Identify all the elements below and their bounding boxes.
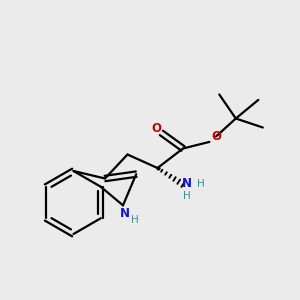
Text: H: H xyxy=(183,191,190,201)
Text: O: O xyxy=(211,130,221,143)
Text: N: N xyxy=(182,177,192,190)
Text: N: N xyxy=(119,207,130,220)
Text: H: H xyxy=(197,179,205,189)
Text: O: O xyxy=(151,122,161,135)
Text: H: H xyxy=(130,215,138,225)
